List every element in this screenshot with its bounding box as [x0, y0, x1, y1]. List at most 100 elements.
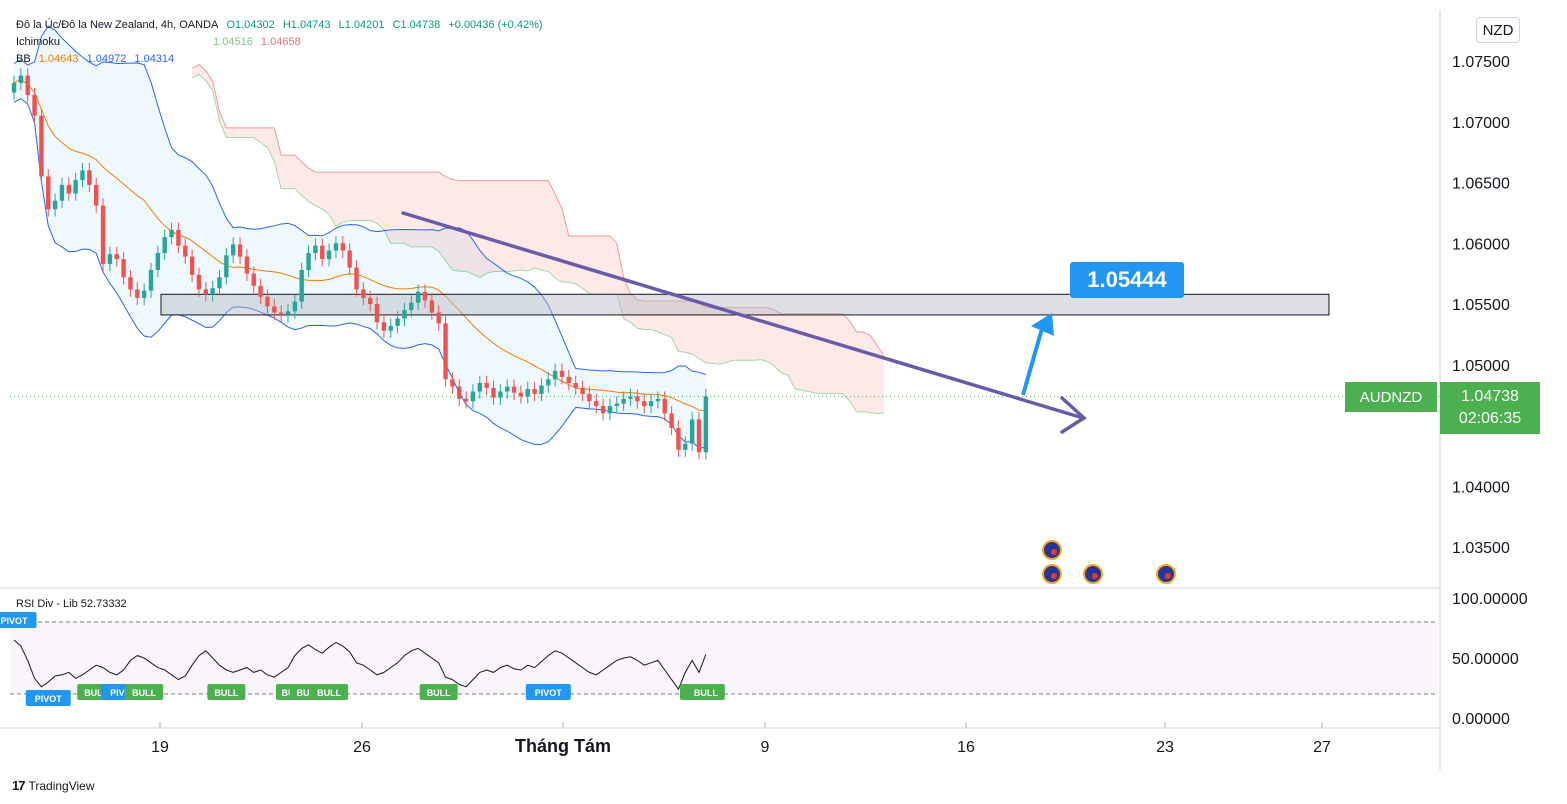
candle-body	[683, 443, 688, 450]
target-price-label: 1.05444	[1070, 262, 1184, 298]
bar-countdown: 02:06:35	[1458, 410, 1522, 427]
bollinger-bands	[13, 25, 707, 449]
candlestick-series	[11, 68, 709, 460]
bb-upper-line	[13, 25, 707, 375]
high-value: H1.04743	[282, 19, 331, 31]
downtrend-line	[401, 211, 1085, 420]
candle-body	[183, 245, 188, 257]
candle-body	[141, 290, 147, 298]
candle-body	[210, 288, 215, 295]
candle-body	[594, 401, 599, 407]
legend-symbol-row: Đô la Úc/Đô la New Zealand, 4h, OANDA O1…	[16, 19, 548, 31]
candle-body	[676, 427, 681, 450]
price-tick-label: 1.07500	[1452, 54, 1510, 71]
target-arrow-shaft	[1021, 324, 1045, 396]
bb-name: BB	[16, 53, 31, 65]
candle-body	[628, 396, 633, 399]
flag-star-icon	[1165, 573, 1171, 579]
rsi-value: 52.73332	[81, 598, 127, 610]
candle-body	[333, 243, 339, 251]
candle-body	[402, 310, 407, 319]
candle-body	[669, 413, 674, 428]
candle-body	[477, 382, 482, 392]
time-tick-label: 27	[1313, 739, 1331, 756]
bb-upper-value: 1.04972	[86, 53, 127, 65]
pivot-marker	[25, 690, 71, 706]
candle-body	[176, 229, 181, 246]
bull-marker	[310, 684, 349, 700]
candle-body	[313, 245, 318, 253]
candle-body	[463, 398, 469, 402]
rsi-band	[10, 622, 1438, 694]
candle-body	[532, 389, 537, 394]
candle-body	[59, 184, 65, 201]
cloud-fill	[192, 64, 884, 414]
candle-body	[518, 392, 524, 397]
tradingview-logo-icon: 17	[12, 778, 26, 793]
currency-button[interactable]: NZD	[1476, 17, 1520, 43]
candle-body	[107, 254, 113, 264]
candle-body	[32, 95, 37, 116]
price-axis: 1.07500 1.07000 1.06500 1.06000 1.05500 1.050…	[1452, 54, 1528, 728]
open-value: O1.04302	[226, 19, 275, 31]
marker-label: BULL	[317, 688, 341, 698]
time-tick-label: 9	[761, 739, 770, 756]
candle-body	[450, 379, 455, 387]
candle-body	[80, 170, 85, 181]
candle-body	[361, 289, 366, 298]
candle-body	[642, 401, 647, 407]
candle-body	[648, 401, 654, 407]
candle-body	[100, 205, 106, 264]
target-arrow-head	[1031, 313, 1054, 336]
time-tick-label: 16	[957, 739, 975, 756]
candle-body	[388, 325, 393, 331]
candle-body	[203, 289, 208, 295]
candle-body	[285, 311, 291, 315]
symbol-price-label: AUDNZD	[1345, 382, 1437, 412]
candle-body	[169, 229, 174, 238]
bb-lower-line	[13, 98, 706, 449]
bull-marker	[207, 684, 246, 700]
marker-label: PIVOT	[110, 688, 138, 698]
legend-bb-row[interactable]: BB 1.04643 1.04972 1.04314	[16, 53, 179, 65]
candle-body	[265, 296, 270, 307]
candle-body	[244, 256, 250, 274]
bull-marker	[419, 684, 458, 700]
candle-body	[511, 386, 517, 393]
candle-body	[237, 244, 243, 257]
price-tick-label: 1.07000	[1452, 115, 1510, 132]
candle-body	[614, 403, 619, 407]
ichimoku-name: Ichimoku	[16, 36, 61, 48]
candle-body	[703, 396, 709, 453]
candle-body	[128, 277, 133, 290]
candle-body	[600, 406, 606, 414]
candle-body	[546, 379, 551, 386]
candle-body	[224, 255, 229, 278]
candle-body	[73, 180, 78, 194]
tradingview-branding[interactable]: 17 TradingView	[12, 778, 95, 793]
candle-body	[573, 382, 578, 388]
candle-body	[155, 252, 161, 270]
candle-body	[320, 245, 325, 260]
ichimoku-value-1: 1.04516	[213, 36, 253, 48]
price-tick-label: 1.06000	[1452, 236, 1510, 253]
candle-body	[135, 289, 140, 298]
bull-marker	[686, 684, 725, 700]
close-value: C1.04738	[392, 19, 441, 31]
candle-body	[429, 300, 435, 313]
candle-body	[162, 237, 167, 253]
candle-body	[587, 393, 592, 402]
ichimoku-cloud	[191, 64, 885, 415]
candle-body	[18, 75, 24, 83]
candle-body	[292, 301, 298, 312]
brand-name: TradingView	[28, 778, 95, 793]
candle-body	[354, 267, 359, 290]
flag-star-icon	[1092, 573, 1098, 579]
candle-body	[231, 244, 236, 256]
candle-body	[498, 391, 503, 398]
rsi-line	[13, 639, 707, 691]
legend-ichimoku-row[interactable]: Ichimoku 1.04516 1.04658	[16, 36, 306, 48]
candle-body	[436, 312, 441, 324]
marker-label: BULL	[694, 688, 718, 698]
